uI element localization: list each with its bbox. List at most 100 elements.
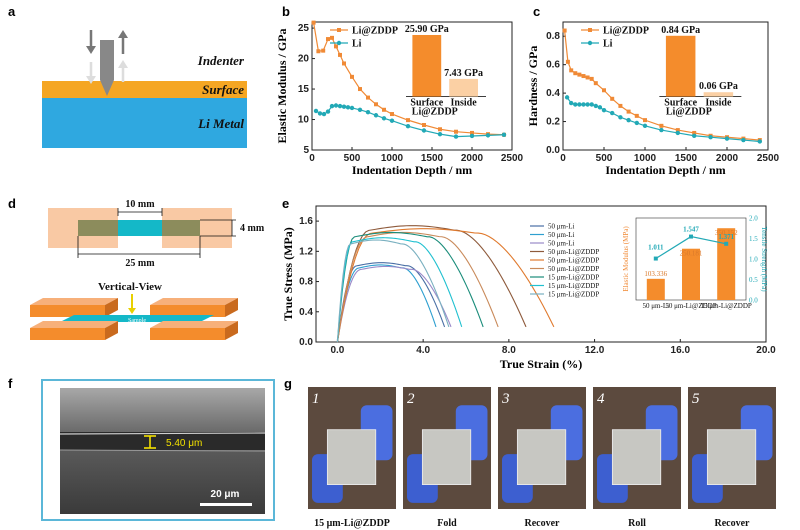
- data-point-Li@ZDDP: [316, 49, 321, 54]
- x-tick-label: 2000: [716, 153, 739, 164]
- x-tick-label: 12.0: [585, 345, 605, 356]
- photos-g: 1 15 μm-Li@ZDDP 2 Fold 3 Recover 4 Roll 5 Recover: [308, 387, 776, 529]
- down-arrow-icon: [86, 30, 96, 84]
- inset-value-label: 0.84 GPa: [661, 25, 700, 36]
- sample-left-end: [78, 220, 118, 236]
- data-point-Li@ZDDP: [374, 102, 378, 107]
- inset-right-tick: 0.5: [749, 276, 758, 284]
- scale-bar-label: 20 μm: [211, 489, 240, 500]
- panel-label-e: e: [282, 196, 289, 211]
- y-tick-label: 0.8: [546, 31, 560, 42]
- data-point-Li@ZDDP: [618, 103, 623, 108]
- surface-layer: [42, 81, 247, 98]
- series-line-50 μm-Li: [336, 265, 452, 343]
- data-point-Li@ZDDP: [330, 35, 334, 40]
- inset-right-axis-label: Tensile Strength (MPa): [760, 226, 768, 292]
- legend-label: 50 μm-Li: [548, 231, 575, 239]
- legend-marker: [337, 28, 341, 32]
- data-point-Li: [349, 105, 355, 111]
- data-point-Li: [589, 102, 594, 107]
- data-point-Li@ZDDP: [470, 130, 474, 135]
- inset-strength-value: 1.011: [648, 244, 664, 252]
- data-point-Li: [325, 109, 331, 114]
- y-tick-label: 0.0: [299, 337, 313, 348]
- inset-bar-Inside: [449, 78, 478, 97]
- inset-bar-50 μm-Li: [646, 278, 665, 300]
- up-arrow-icon: [118, 30, 128, 82]
- plot-frame: [562, 21, 769, 151]
- data-point-Li@ZDDP: [406, 118, 410, 123]
- photo-number: 5: [692, 391, 700, 407]
- series-line-15 μm-Li@ZDDP: [336, 237, 463, 343]
- data-point-Li@ZDDP: [675, 128, 680, 133]
- chart-e: 0.0 4.0 8.0 12.0 16.0 20.0 0.0 0.4 0.8 1.2 1.6 True…: [281, 205, 776, 371]
- series-line-50 μm-Li@ZDDP: [336, 228, 555, 343]
- legend-label: 50 μm-Li@ZDDP: [548, 257, 599, 265]
- inset-category-label: 15 μm-Li@ZDDP: [701, 302, 752, 310]
- sem-frame: [41, 379, 275, 521]
- inset-bar-value: 103.336: [644, 270, 667, 278]
- data-point-Li: [317, 111, 323, 116]
- data-point-Li: [341, 104, 347, 109]
- photo-caption: Recover: [525, 518, 561, 529]
- schematic-a: Indenter Surface Li Metal: [42, 30, 247, 148]
- y-tick-label: 0.8: [299, 277, 313, 288]
- data-point-Li@ZDDP: [422, 123, 426, 128]
- data-point-Li: [642, 123, 648, 129]
- series-line-50 μm-Li@ZDDP: [336, 231, 499, 343]
- indenter-icon: [100, 40, 114, 96]
- data-point-Li: [421, 128, 427, 133]
- panel-label-b: b: [282, 4, 290, 19]
- photo-caption: 15 μm-Li@ZDDP: [314, 518, 390, 529]
- data-point-Li@ZDDP: [573, 71, 578, 76]
- series-line-50 μm-Li: [336, 262, 446, 343]
- data-point-Li: [597, 105, 603, 110]
- sem-coating-layer: [60, 432, 265, 450]
- data-point-Li@ZDDP: [565, 59, 570, 64]
- vertical-view-label: Vertical-View: [98, 281, 162, 293]
- sample-right-end: [162, 220, 200, 236]
- li-foil-sample: [326, 429, 377, 486]
- data-point-Li: [610, 110, 615, 116]
- data-point-Li: [337, 103, 343, 109]
- length-label: 25 mm: [125, 258, 155, 269]
- inset-bar-15 μm-Li@ZDDP: [717, 228, 736, 300]
- x-tick-label: 0: [309, 153, 315, 164]
- series-line-15 μm-Li@ZDDP: [336, 239, 450, 343]
- inset-category-label: Inside: [705, 98, 732, 109]
- y-axis-label: True Stress (MPa): [281, 227, 295, 321]
- data-point-Li: [437, 131, 443, 137]
- legend-label: 15 μm-Li@ZDDP: [548, 291, 599, 299]
- data-point-Li@ZDDP: [382, 107, 386, 112]
- thickness-label: 5.40 μm: [166, 438, 202, 449]
- y-axis-label: Hardness / GPa: [526, 46, 540, 127]
- data-point-Li: [692, 133, 697, 138]
- indenter-label: Indenter: [197, 53, 245, 68]
- data-point-Li@ZDDP: [626, 109, 631, 114]
- data-point-Li: [381, 116, 387, 121]
- data-point-Li: [601, 107, 607, 113]
- x-tick-label: 1000: [634, 153, 657, 164]
- data-point-Li: [453, 134, 459, 139]
- y-axis-label: Elastic Modulus / GPa: [275, 28, 289, 143]
- data-point-Li@ZDDP: [390, 112, 394, 117]
- y-tick-label: 15: [298, 84, 310, 95]
- data-point-Li: [345, 105, 351, 110]
- panel-label-f: f: [8, 376, 13, 391]
- data-point-Li@ZDDP: [577, 72, 582, 77]
- legend-marker: [588, 28, 592, 32]
- legend-label: 15 μm-Li@ZDDP: [548, 274, 599, 282]
- data-point-Li: [585, 102, 590, 107]
- inset-value-label: 0.06 GPa: [699, 81, 738, 92]
- data-point-Li@ZDDP: [593, 81, 598, 86]
- scale-bar: [200, 503, 252, 506]
- data-point-Li@ZDDP: [338, 52, 342, 57]
- legend-label: 50 μm-Li: [548, 240, 575, 248]
- data-point-Li@ZDDP: [659, 123, 664, 128]
- data-point-Li: [675, 130, 680, 136]
- x-tick-label: 2500: [757, 153, 780, 164]
- inset-bar-Surface: [665, 35, 696, 97]
- y-tick-label: 20: [298, 54, 310, 65]
- data-point-Li: [405, 124, 411, 129]
- legend-label: Li: [352, 39, 362, 50]
